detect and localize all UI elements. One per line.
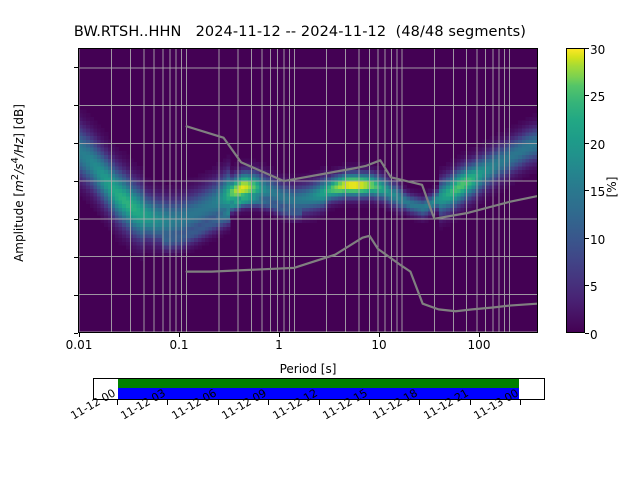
colorbar-tick-label: 0 <box>590 328 598 342</box>
y-tick-mark <box>74 219 78 220</box>
x-tick-label: 0.01 <box>65 338 93 352</box>
colorbar-tick-label: 5 <box>590 280 598 294</box>
colorbar[interactable] <box>566 48 585 333</box>
plot-title: BW.RTSH..HHN 2024-11-12 -- 2024-11-12 (4… <box>73 24 527 40</box>
x-tick-mark <box>179 333 180 337</box>
timeline-tick-mark <box>167 400 169 405</box>
x-axis-label: Period [s] <box>279 362 337 376</box>
x-tick-mark <box>479 333 480 337</box>
y-tick-mark <box>74 143 78 144</box>
colorbar-tick-label: 10 <box>590 233 606 247</box>
ppsd-plot-area[interactable] <box>78 48 538 333</box>
colorbar-tick-label: 30 <box>590 43 606 57</box>
y-tick-mark <box>74 105 78 106</box>
coverage-timeline[interactable] <box>93 378 545 400</box>
y-tick-mark <box>74 67 78 68</box>
colorbar-tick-mark <box>585 285 589 286</box>
x-tick-label: 0.1 <box>169 338 189 352</box>
y-tick-mark <box>74 333 78 334</box>
timeline-tick-mark <box>117 400 118 405</box>
y-tick-mark <box>74 181 78 182</box>
timeline-tick-mark <box>268 400 270 405</box>
psd-coverage-bar <box>117 388 520 399</box>
x-tick-label: 1 <box>275 338 283 352</box>
colorbar-tick-mark <box>585 190 589 191</box>
colorbar-label: [%] <box>605 176 619 198</box>
colorbar-tick-label: 20 <box>590 138 606 152</box>
timeline-tick-mark <box>318 400 320 405</box>
data-coverage-bar <box>117 379 520 388</box>
x-tick-mark <box>379 333 380 337</box>
colorbar-tick-label: 25 <box>590 90 606 104</box>
colorbar-tick-mark <box>585 238 589 239</box>
y-axis-label: Amplitude [m2/s4/Hz] [dB] <box>10 104 26 262</box>
x-tick-mark <box>279 333 280 337</box>
colorbar-tick-mark <box>585 333 589 334</box>
colorbar-tick-mark <box>585 95 589 96</box>
timeline-tick-mark <box>469 400 471 405</box>
x-tick-label: 100 <box>467 338 491 352</box>
y-tick-mark <box>74 257 78 258</box>
x-tick-mark <box>79 333 80 337</box>
timeline-tick-mark <box>520 400 522 405</box>
y-tick-mark <box>74 295 78 296</box>
timeline-tick-mark <box>368 400 370 405</box>
timeline-tick-mark <box>217 400 219 405</box>
x-tick-label: 10 <box>371 338 387 352</box>
colorbar-tick-mark <box>585 143 589 144</box>
colorbar-tick-mark <box>585 48 589 49</box>
timeline-tick-mark <box>419 400 421 405</box>
colorbar-tick-label: 15 <box>590 185 606 199</box>
